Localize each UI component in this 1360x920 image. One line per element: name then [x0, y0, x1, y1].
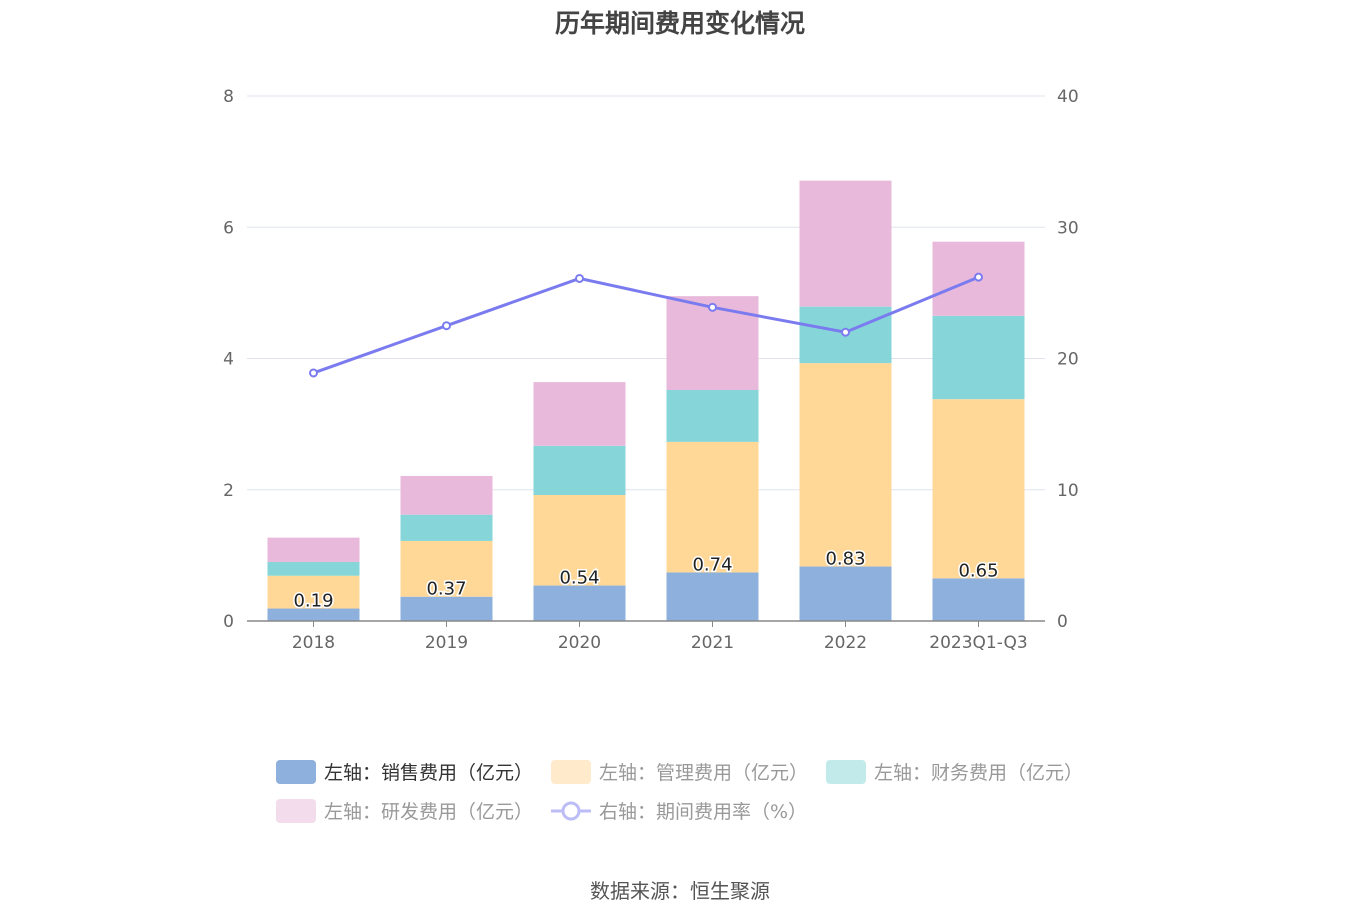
y-left-tick-label: 2 [223, 481, 234, 501]
source-note: 数据来源：恒生聚源 [590, 879, 770, 903]
x-tick-label: 2018 [292, 633, 335, 653]
y-left-tick-label: 6 [223, 218, 234, 238]
legend-label: 左轴：财务费用（亿元） [874, 762, 1084, 784]
chart-title: 历年期间费用变化情况 [554, 9, 805, 38]
x-tick-label: 2021 [691, 633, 734, 653]
bar-segment [666, 441, 759, 573]
y-right-tick-label: 0 [1057, 612, 1068, 632]
legend-swatch [551, 759, 591, 784]
legend-item[interactable]: 左轴：销售费用（亿元） [276, 758, 533, 785]
line-point [841, 327, 850, 337]
bar-segment [799, 363, 892, 567]
legend-label: 左轴：销售费用（亿元） [324, 762, 534, 784]
legend-label: 左轴：研发费用（亿元） [324, 801, 534, 823]
bar-segment [666, 390, 759, 442]
bar-segment [533, 445, 626, 495]
line-point [442, 321, 451, 331]
bar-segment [267, 575, 360, 609]
bar-segment [533, 495, 626, 586]
y-right-tick-label: 20 [1057, 350, 1079, 370]
bar-data-label: 0.65 [958, 560, 998, 581]
bar-segment [400, 596, 493, 621]
bar-segment [400, 475, 493, 515]
legend-item[interactable]: 左轴：管理费用（亿元） [551, 758, 808, 785]
x-tick-label: 2023Q1-Q3 [929, 633, 1027, 653]
legend-swatch [276, 798, 316, 823]
x-tick-label: 2020 [558, 633, 601, 653]
line-point [309, 368, 318, 378]
bar-data-label: 0.83 [825, 549, 865, 570]
bar-segment [666, 572, 759, 621]
y-right-tick-label: 30 [1057, 218, 1079, 238]
y-left-tick-label: 4 [223, 350, 234, 370]
bar-data-label: 0.19 [293, 591, 333, 612]
legend-swatch [276, 759, 316, 784]
legend-item[interactable]: 左轴：财务费用（亿元） [826, 758, 1083, 785]
legend-label: 左轴：管理费用（亿元） [599, 762, 809, 784]
y-right-tick-label: 10 [1057, 481, 1079, 501]
bar-segment [932, 578, 1025, 621]
x-tick-label: 2019 [425, 633, 468, 653]
bar-data-label: 0.37 [426, 579, 466, 600]
bar-segment [267, 561, 360, 576]
bar-segment [799, 566, 892, 621]
bar-segment [267, 537, 360, 562]
legend-swatch [826, 759, 866, 784]
legend-label: 右轴：期间费用率（%） [599, 801, 808, 823]
bar-segment [799, 180, 892, 307]
line-marker-icon [551, 801, 591, 820]
bar-segment [533, 382, 626, 446]
bar-segment [400, 514, 493, 541]
line-point [974, 272, 983, 282]
bar-data-label: 0.54 [559, 568, 599, 589]
line-point [708, 302, 717, 312]
y-right-tick-label: 40 [1057, 87, 1079, 107]
legend-item[interactable]: 左轴：研发费用（亿元） [276, 797, 533, 824]
line-series [312, 275, 980, 375]
y-left-tick-label: 0 [223, 612, 234, 632]
chart-canvas: 0 2 4 6 8 0 10 20 30 40 0.19 2018 0.37 2019 0.54 2020 0.… [223, 87, 1079, 653]
line-point [575, 273, 584, 283]
bar-segment [932, 399, 1025, 579]
y-left-tick-label: 8 [223, 87, 234, 107]
bar-segment [400, 540, 493, 597]
bar-data-label: 0.74 [692, 554, 732, 575]
bar-segment [932, 315, 1025, 400]
legend-item[interactable]: 右轴：期间费用率（%） [551, 797, 807, 824]
x-tick-label: 2022 [824, 633, 867, 653]
bar-segment [533, 585, 626, 621]
bar-segment [267, 608, 360, 621]
